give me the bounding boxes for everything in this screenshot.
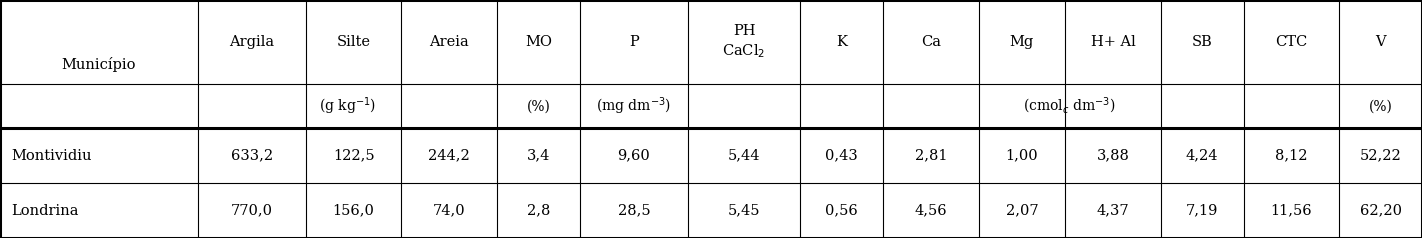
Text: 633,2: 633,2 bbox=[230, 149, 273, 163]
Text: PH
CaCl$_2$: PH CaCl$_2$ bbox=[722, 24, 766, 60]
Text: Município: Município bbox=[61, 57, 137, 72]
Text: 9,60: 9,60 bbox=[617, 149, 650, 163]
Text: Ca: Ca bbox=[921, 35, 941, 49]
Text: 11,56: 11,56 bbox=[1271, 203, 1313, 218]
Text: 7,19: 7,19 bbox=[1186, 203, 1219, 218]
Text: (mg dm$^{-3}$): (mg dm$^{-3}$) bbox=[596, 95, 671, 117]
Text: 52,22: 52,22 bbox=[1359, 149, 1402, 163]
Text: 1,00: 1,00 bbox=[1005, 149, 1038, 163]
Text: (cmol$_c$ dm$^{-3}$): (cmol$_c$ dm$^{-3}$) bbox=[1024, 96, 1116, 116]
Text: 8,12: 8,12 bbox=[1276, 149, 1308, 163]
Text: Londrina: Londrina bbox=[11, 203, 78, 218]
Text: 3,88: 3,88 bbox=[1096, 149, 1129, 163]
Text: 2,81: 2,81 bbox=[914, 149, 947, 163]
Text: 244,2: 244,2 bbox=[428, 149, 471, 163]
Text: 4,56: 4,56 bbox=[914, 203, 947, 218]
Text: 74,0: 74,0 bbox=[432, 203, 465, 218]
Text: 770,0: 770,0 bbox=[230, 203, 273, 218]
Text: (%): (%) bbox=[526, 99, 550, 113]
Text: 62,20: 62,20 bbox=[1359, 203, 1402, 218]
Text: (g kg$^{-1}$): (g kg$^{-1}$) bbox=[319, 95, 375, 117]
Text: 122,5: 122,5 bbox=[333, 149, 374, 163]
Text: Areia: Areia bbox=[429, 35, 469, 49]
Text: Silte: Silte bbox=[337, 35, 371, 49]
Text: H+ Al: H+ Al bbox=[1091, 35, 1135, 49]
Text: 2,8: 2,8 bbox=[526, 203, 550, 218]
Text: 28,5: 28,5 bbox=[617, 203, 650, 218]
Text: 2,07: 2,07 bbox=[1005, 203, 1038, 218]
Text: 5,44: 5,44 bbox=[728, 149, 761, 163]
Text: Argila: Argila bbox=[229, 35, 274, 49]
Text: V: V bbox=[1375, 35, 1386, 49]
Text: 5,45: 5,45 bbox=[728, 203, 761, 218]
Text: K: K bbox=[836, 35, 848, 49]
Text: SB: SB bbox=[1192, 35, 1213, 49]
Text: (%): (%) bbox=[1368, 99, 1392, 113]
Text: 4,37: 4,37 bbox=[1096, 203, 1129, 218]
Text: P: P bbox=[629, 35, 638, 49]
Text: MO: MO bbox=[525, 35, 552, 49]
Text: 156,0: 156,0 bbox=[333, 203, 374, 218]
Text: Mg: Mg bbox=[1010, 35, 1034, 49]
Text: 4,24: 4,24 bbox=[1186, 149, 1219, 163]
Text: 0,43: 0,43 bbox=[825, 149, 857, 163]
Text: Montividiu: Montividiu bbox=[11, 149, 92, 163]
Text: CTC: CTC bbox=[1276, 35, 1307, 49]
Text: 3,4: 3,4 bbox=[526, 149, 550, 163]
Text: 0,56: 0,56 bbox=[825, 203, 857, 218]
